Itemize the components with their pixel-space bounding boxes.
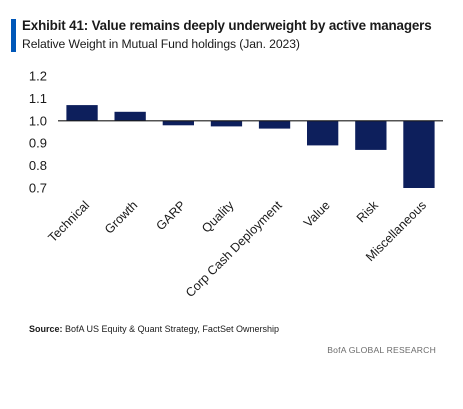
bar-chart: 0.7 0.8 0.9 1.0 1.1 1.2 Technical Growth GARP Qua… [29,69,443,300]
y-tick-label: 1.1 [29,91,47,106]
chart-title: Exhibit 41: Value remains deeply underwe… [22,18,432,33]
bar-technical [66,105,98,121]
y-tick-label: 0.9 [29,136,47,151]
footer-brand: BofA GLOBAL RESEARCH [327,345,436,355]
bar-risk [355,120,387,150]
y-tick-label: 1.0 [29,113,47,128]
x-tick-label: GARP [153,198,188,233]
y-tick-label: 0.8 [29,158,47,173]
bar-quality [210,120,243,127]
y-tick-label: 0.7 [29,181,47,196]
bar-growth [114,111,146,121]
x-tick-label: Corp Cash Deployment [183,198,285,300]
x-tick-label: Growth [102,198,140,236]
source-text: BofA US Equity & Quant Strategy, FactSet… [65,324,279,334]
bar-miscellaneous [403,120,435,188]
source-note: Source: BofA US Equity & Quant Strategy,… [29,324,279,334]
x-tick-label: Risk [354,198,382,226]
bar-garp [162,120,194,126]
x-tick-label: Technical [45,198,92,245]
title-accent-bar [11,19,16,52]
bar-corp-cash-deployment [258,120,291,129]
x-tick-label: Value [301,198,333,230]
bar-value [307,120,339,146]
x-tick-label: Quality [199,198,237,236]
chart-subtitle: Relative Weight in Mutual Fund holdings … [22,37,300,51]
source-label: Source: [29,324,63,334]
y-tick-label: 1.2 [29,69,47,84]
